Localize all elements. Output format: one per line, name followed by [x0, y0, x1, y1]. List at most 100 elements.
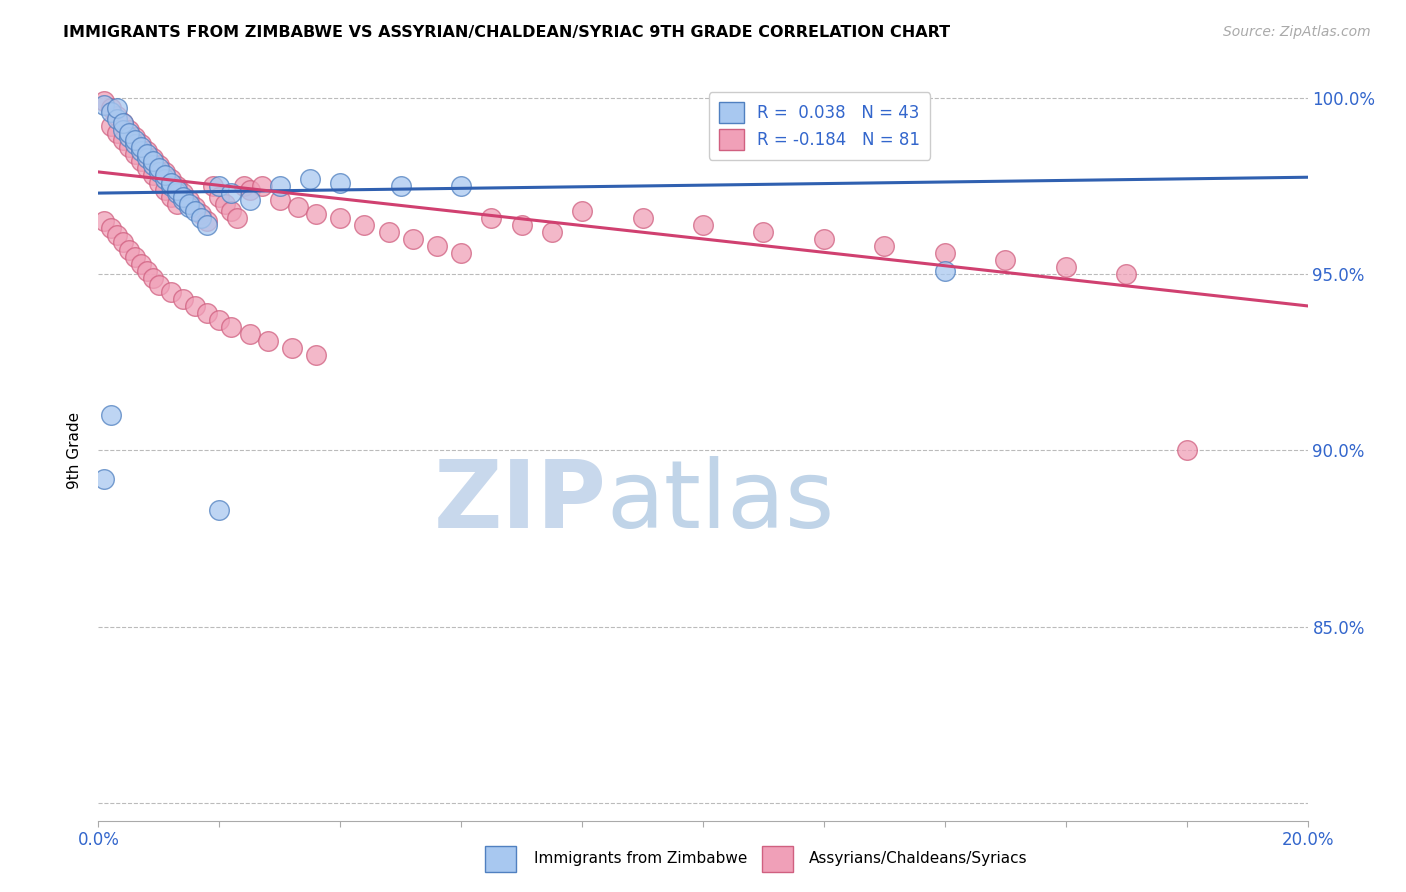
Point: [172, 193, 194, 207]
Point: [269, 179, 291, 194]
Point: [142, 270, 165, 285]
Point: [305, 348, 328, 362]
Point: [239, 193, 262, 207]
Point: [111, 122, 134, 136]
Point: [105, 109, 128, 123]
Point: [184, 299, 207, 313]
Point: [184, 203, 207, 218]
Point: [172, 186, 194, 200]
Point: [510, 218, 533, 232]
Point: [129, 257, 152, 271]
Point: [148, 176, 170, 190]
Point: [142, 151, 165, 165]
Point: [329, 176, 352, 190]
Point: [111, 115, 134, 129]
Point: [124, 133, 146, 147]
Point: [160, 176, 183, 190]
Point: [221, 320, 243, 334]
Text: Immigrants from Zimbabwe: Immigrants from Zimbabwe: [534, 851, 748, 865]
Point: [172, 292, 194, 306]
Point: [135, 147, 157, 161]
Point: [105, 102, 128, 116]
Text: atlas: atlas: [606, 457, 835, 549]
Point: [195, 306, 218, 320]
Point: [93, 472, 115, 486]
Point: [142, 169, 165, 183]
Point: [100, 221, 122, 235]
Point: [118, 243, 141, 257]
Point: [179, 200, 201, 214]
Point: [135, 151, 157, 165]
Point: [93, 98, 115, 112]
Text: Source: ZipAtlas.com: Source: ZipAtlas.com: [1223, 25, 1371, 39]
Point: [208, 503, 231, 517]
Legend: R =  0.038   N = 43, R = -0.184   N = 81: R = 0.038 N = 43, R = -0.184 N = 81: [709, 92, 931, 160]
Point: [256, 334, 278, 348]
Point: [232, 179, 254, 194]
Point: [239, 327, 262, 342]
Point: [129, 140, 152, 154]
Point: [153, 169, 176, 183]
Point: [214, 196, 236, 211]
Point: [184, 200, 207, 214]
Point: [105, 228, 128, 243]
Point: [179, 193, 201, 207]
Point: [118, 122, 141, 136]
Y-axis label: 9th Grade: 9th Grade: [67, 412, 83, 489]
Point: [135, 144, 157, 158]
Point: [299, 172, 322, 186]
Point: [692, 218, 714, 232]
Point: [129, 154, 152, 169]
Point: [1115, 267, 1137, 281]
Text: ZIP: ZIP: [433, 457, 606, 549]
Point: [166, 183, 188, 197]
Point: [571, 203, 593, 218]
Point: [142, 154, 165, 169]
Point: [124, 147, 146, 161]
Point: [540, 225, 562, 239]
Point: [148, 161, 170, 176]
Point: [389, 179, 412, 194]
Point: [129, 144, 152, 158]
Point: [934, 246, 956, 260]
Point: [287, 200, 309, 214]
Point: [179, 196, 201, 211]
Point: [124, 129, 146, 144]
Point: [148, 165, 170, 179]
Point: [752, 225, 775, 239]
Point: [239, 183, 262, 197]
Point: [1054, 260, 1077, 274]
Point: [93, 214, 115, 228]
Point: [160, 189, 183, 203]
Point: [281, 341, 304, 355]
Point: [100, 119, 122, 133]
Point: [142, 158, 165, 172]
Point: [111, 115, 134, 129]
Point: [402, 232, 425, 246]
Point: [172, 189, 194, 203]
Point: [377, 225, 399, 239]
Point: [166, 196, 188, 211]
Point: [195, 214, 218, 228]
Point: [100, 102, 122, 116]
Point: [105, 112, 128, 126]
Point: [118, 129, 141, 144]
Point: [129, 136, 152, 151]
Point: [148, 158, 170, 172]
Point: [190, 211, 212, 225]
Point: [221, 186, 243, 200]
Point: [190, 207, 212, 221]
Point: [118, 140, 141, 154]
Point: [481, 211, 503, 225]
Point: [153, 172, 176, 186]
Point: [813, 232, 835, 246]
Point: [1175, 443, 1198, 458]
Point: [450, 179, 472, 194]
Point: [305, 207, 328, 221]
Text: IMMIGRANTS FROM ZIMBABWE VS ASSYRIAN/CHALDEAN/SYRIAC 9TH GRADE CORRELATION CHART: IMMIGRANTS FROM ZIMBABWE VS ASSYRIAN/CHA…: [63, 25, 950, 40]
Point: [166, 179, 188, 194]
Point: [160, 172, 183, 186]
Point: [269, 193, 291, 207]
Point: [118, 126, 141, 140]
Point: [208, 179, 231, 194]
